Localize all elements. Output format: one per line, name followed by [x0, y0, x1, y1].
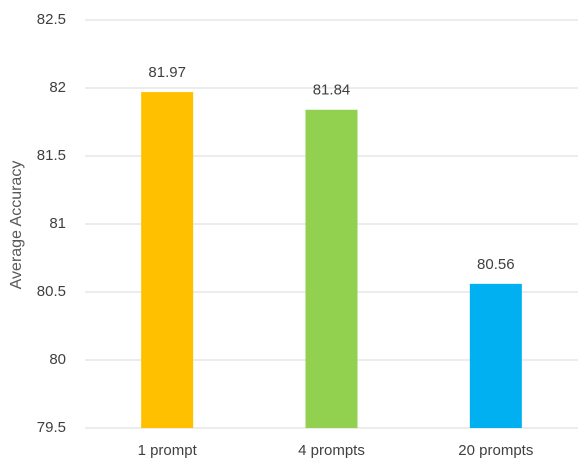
y-tick-label: 82.5 — [37, 11, 66, 28]
data-label: 81.97 — [148, 64, 186, 81]
data-label: 80.56 — [477, 256, 515, 273]
y-tick-label: 79.5 — [37, 419, 66, 436]
bar — [469, 283, 522, 428]
x-tick-label: 4 prompts — [298, 442, 365, 459]
data-label: 81.84 — [313, 82, 351, 99]
y-tick-label: 80 — [49, 351, 66, 368]
y-tick-label: 80.5 — [37, 283, 66, 300]
bar — [141, 92, 194, 428]
bar — [305, 109, 358, 428]
y-tick-label: 81 — [49, 215, 66, 232]
y-tick-label: 82 — [49, 79, 66, 96]
x-tick-label: 20 prompts — [458, 442, 533, 459]
y-axis-label: Average Accuracy — [8, 161, 25, 290]
x-tick-label: 1 prompt — [138, 442, 198, 459]
y-tick-label: 81.5 — [37, 147, 66, 164]
